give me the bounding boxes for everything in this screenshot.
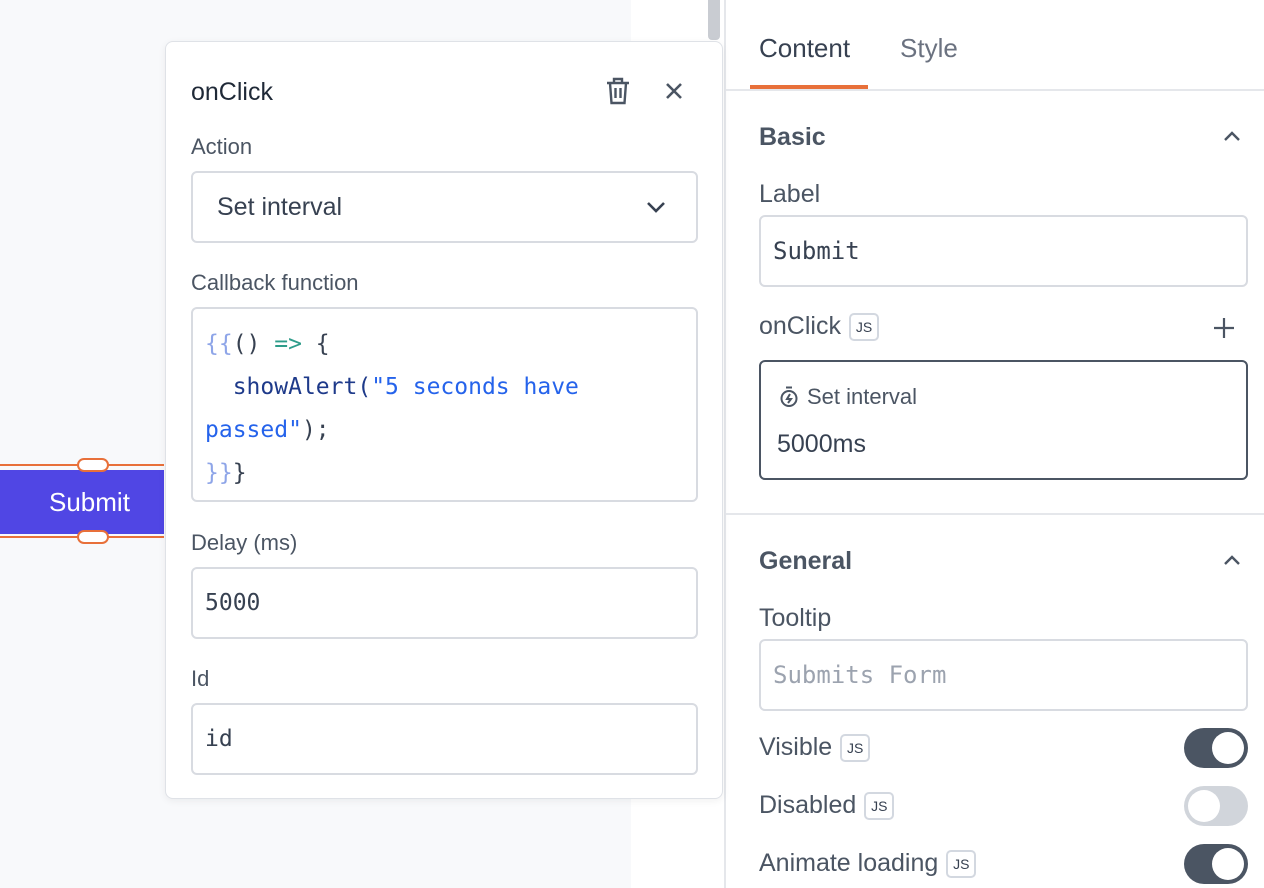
onclick-row: onClick JS: [759, 312, 879, 341]
tooltip-placeholder: Submits Form: [773, 661, 947, 689]
plus-icon[interactable]: [1213, 317, 1235, 339]
widget-label: Submit: [49, 486, 130, 517]
animate-loading-label: Animate loading: [759, 849, 939, 877]
id-input[interactable]: id: [191, 703, 698, 775]
event-action-card[interactable]: Set interval 5000ms: [759, 360, 1248, 480]
callback-code-editor[interactable]: {{() => { showAlert("5 seconds have pass…: [191, 307, 698, 502]
onclick-label: onClick: [759, 312, 841, 340]
delay-label: Delay (ms): [191, 530, 298, 555]
popover-title: onClick: [191, 78, 273, 106]
tab-content[interactable]: Content: [759, 33, 851, 63]
animate-loading-toggle[interactable]: [1184, 844, 1248, 884]
trash-icon[interactable]: [603, 76, 633, 106]
animate-loading-row: Animate loading JS: [759, 849, 977, 878]
label-label: Label: [759, 180, 821, 208]
label-value: Submit: [773, 237, 860, 265]
js-toggle[interactable]: JS: [840, 733, 871, 762]
chevron-down-icon: [647, 202, 665, 213]
action-select[interactable]: Set interval: [191, 171, 698, 243]
event-action-name: Set interval: [807, 384, 918, 409]
tooltip-input[interactable]: Submits Form: [759, 639, 1248, 711]
visible-row: Visible JS: [759, 733, 871, 762]
close-icon[interactable]: [659, 76, 689, 106]
disabled-row: Disabled JS: [759, 791, 895, 820]
id-value: id: [205, 726, 233, 752]
section-divider: [726, 513, 1264, 515]
delay-input[interactable]: 5000: [191, 567, 698, 639]
tooltip-label: Tooltip: [759, 604, 832, 632]
scrollbar[interactable]: [708, 0, 720, 40]
resize-handle-bottom[interactable]: [77, 530, 109, 544]
tab-style[interactable]: Style: [900, 33, 958, 63]
disabled-toggle[interactable]: [1184, 786, 1248, 826]
active-tab-indicator: [750, 85, 868, 89]
disabled-label: Disabled: [759, 791, 857, 819]
callback-label: Callback function: [191, 270, 359, 295]
resize-handle-top[interactable]: [77, 458, 109, 472]
js-toggle[interactable]: JS: [864, 791, 895, 820]
label-input[interactable]: Submit: [759, 215, 1248, 287]
action-value: Set interval: [217, 192, 343, 221]
panel-tabs: Content Style: [726, 0, 1264, 91]
onclick-popover: onClick Action Set interval Callback fun…: [165, 41, 723, 799]
section-basic-title[interactable]: Basic: [759, 123, 826, 151]
action-label: Action: [191, 134, 253, 159]
chevron-up-icon[interactable]: [1222, 550, 1242, 570]
visible-toggle[interactable]: [1184, 728, 1248, 768]
timer-icon: [780, 386, 798, 407]
id-label: Id: [191, 666, 210, 691]
event-action-detail: 5000ms: [777, 430, 866, 458]
submit-widget[interactable]: Submit: [0, 470, 164, 534]
js-toggle[interactable]: JS: [848, 312, 879, 341]
delay-value: 5000: [205, 590, 261, 616]
chevron-up-icon[interactable]: [1222, 126, 1242, 146]
js-toggle[interactable]: JS: [946, 849, 977, 878]
section-general-title[interactable]: General: [759, 547, 853, 575]
divider: [724, 0, 726, 888]
visible-label: Visible: [759, 733, 833, 761]
